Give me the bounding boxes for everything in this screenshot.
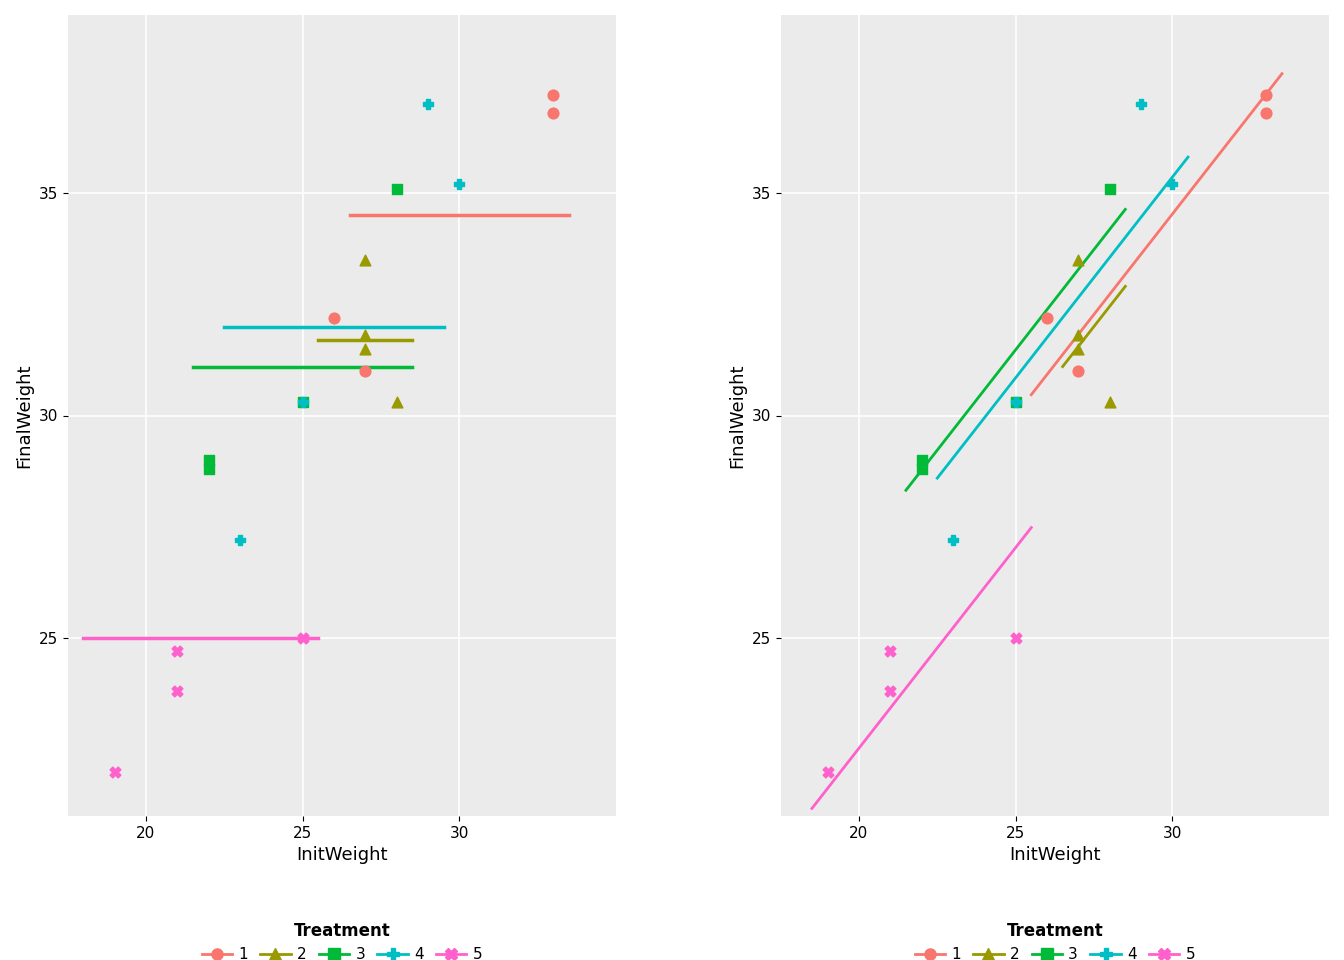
Point (1255, 87, 1277, 103)
Point (942, 533, 964, 548)
Point (1036, 310, 1058, 325)
Y-axis label: FinalWeight: FinalWeight (15, 363, 34, 468)
Point (417, 96, 438, 111)
Point (543, 87, 564, 103)
Point (1067, 341, 1089, 356)
Point (292, 395, 313, 410)
Point (1161, 177, 1183, 192)
Point (103, 764, 125, 780)
Point (167, 684, 188, 699)
Point (198, 452, 219, 468)
Point (292, 395, 313, 410)
Point (817, 764, 839, 780)
Point (324, 310, 345, 325)
X-axis label: InitWeight: InitWeight (296, 847, 387, 864)
Point (198, 461, 219, 476)
Point (879, 643, 900, 659)
Point (1130, 96, 1152, 111)
Point (1099, 180, 1121, 196)
Point (1067, 252, 1089, 268)
Point (355, 363, 376, 378)
Point (1005, 395, 1027, 410)
Point (543, 106, 564, 121)
Point (449, 177, 470, 192)
Y-axis label: FinalWeight: FinalWeight (728, 363, 746, 468)
Point (911, 461, 933, 476)
Point (355, 327, 376, 343)
Point (1005, 631, 1027, 646)
Point (386, 395, 407, 410)
Point (1067, 363, 1089, 378)
Point (1067, 327, 1089, 343)
Point (292, 631, 313, 646)
Point (355, 252, 376, 268)
Point (386, 180, 407, 196)
Point (1005, 395, 1027, 410)
Point (879, 684, 900, 699)
X-axis label: InitWeight: InitWeight (1009, 847, 1101, 864)
Legend: 1, 2, 3, 4, 5: 1, 2, 3, 4, 5 (909, 916, 1202, 960)
Point (167, 643, 188, 659)
Point (911, 452, 933, 468)
Point (1099, 395, 1121, 410)
Point (1255, 106, 1277, 121)
Point (355, 341, 376, 356)
Legend: 1, 2, 3, 4, 5: 1, 2, 3, 4, 5 (195, 916, 488, 960)
Point (230, 533, 251, 548)
